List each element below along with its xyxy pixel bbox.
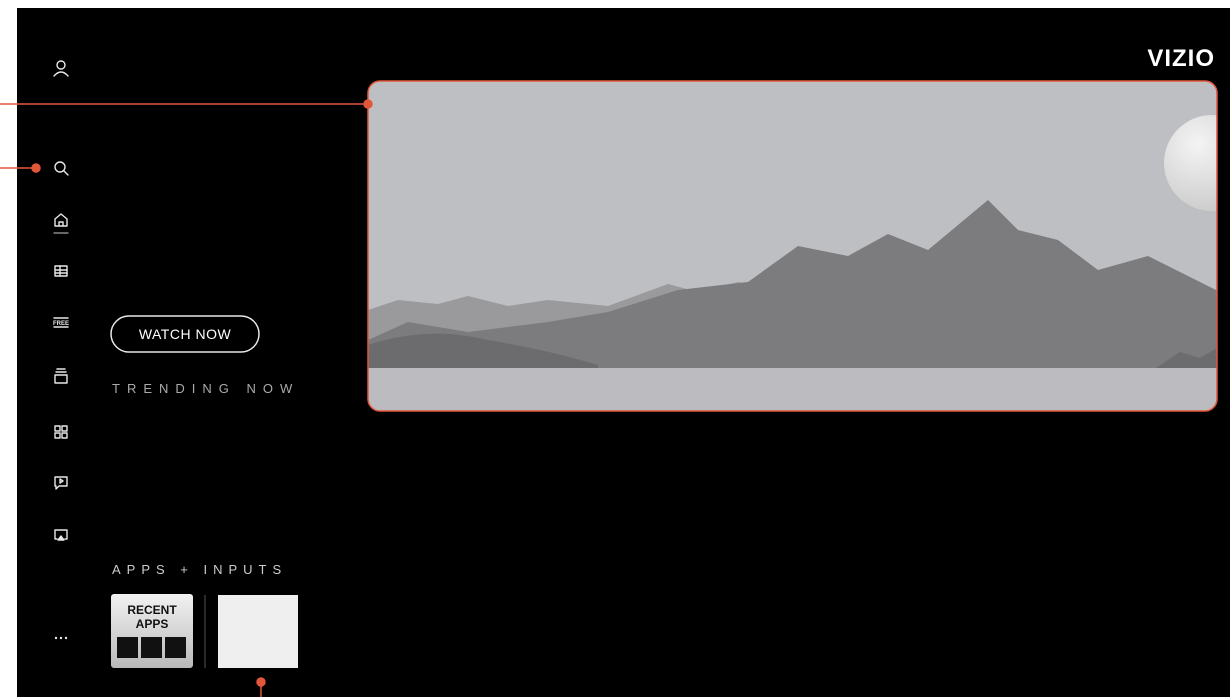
recent-slot (117, 637, 138, 658)
sidebar: FREE (53, 60, 69, 640)
callout-dot (363, 99, 373, 109)
recent-apps-line1: RECENT (127, 603, 177, 617)
library-icon[interactable] (54, 368, 68, 384)
free-label: FREE (53, 321, 69, 327)
hero-focus-border (367, 80, 1218, 412)
hero-image[interactable] (368, 81, 1230, 411)
apps-icon[interactable] (54, 425, 68, 439)
vizio-logo: VIZIO (1147, 45, 1215, 72)
guide-icon[interactable] (54, 265, 68, 277)
right-hill (1150, 348, 1217, 372)
recent-slot (165, 637, 186, 658)
mountains (368, 200, 1217, 370)
callout-dot (31, 163, 41, 173)
callout-dot (256, 677, 266, 687)
profile-icon[interactable] (53, 60, 69, 77)
recent-slot (141, 637, 162, 658)
home-icon[interactable] (53, 213, 69, 234)
water (368, 368, 1217, 411)
watch-now-label: WATCH NOW (139, 326, 232, 342)
callouts (0, 99, 373, 697)
foreground-hill (368, 333, 598, 370)
watch-now-button[interactable] (110, 315, 260, 353)
search-icon[interactable] (54, 161, 69, 176)
trending-heading: TRENDING NOW (112, 381, 299, 396)
cast-icon[interactable] (54, 529, 68, 541)
chat-icon[interactable] (54, 476, 68, 490)
apps-heading: APPS + INPUTS (112, 562, 287, 577)
recent-apps-line2: APPS (136, 617, 169, 631)
input-tile[interactable] (218, 595, 298, 668)
free-icon[interactable] (53, 317, 69, 328)
moon (1164, 115, 1217, 211)
more-icon[interactable] (54, 636, 68, 640)
